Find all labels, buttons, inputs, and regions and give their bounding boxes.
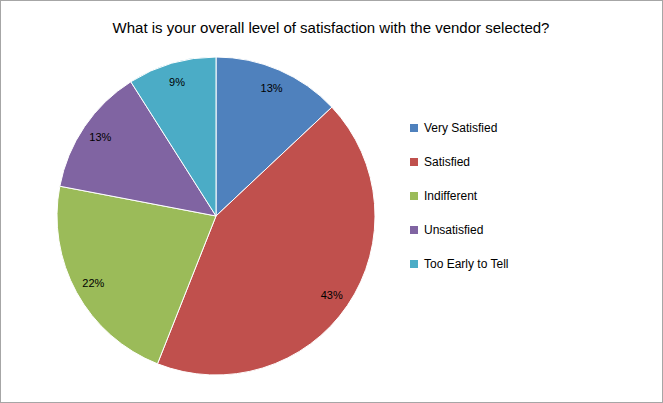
legend-item: Very Satisfied [410,121,497,135]
legend-swatch [410,124,418,132]
legend-label: Satisfied [424,155,470,169]
legend-label: Unsatisfied [424,223,483,237]
pie-slice [57,186,216,364]
legend-swatch [410,158,418,166]
chart: What is your overall level of satisfacti… [0,0,663,403]
legend-item: Indifferent [410,189,478,203]
chart-title: What is your overall level of satisfacti… [113,19,550,36]
data-label: 22% [82,277,104,289]
legend: Very Satisfied Satisfied Indifferent Unsati… [410,121,509,271]
pie: 13% 43% 22% 13% 9% [57,57,375,375]
chart-frame [1,1,663,403]
pie-slice [131,57,216,216]
data-label: 43% [321,289,343,301]
legend-item: Too Early to Tell [410,257,509,271]
legend-item: Unsatisfied [410,223,483,237]
data-label: 13% [261,82,283,94]
legend-label: Indifferent [424,189,478,203]
legend-swatch [410,226,418,234]
legend-label: Too Early to Tell [424,257,509,271]
legend-swatch [410,192,418,200]
data-label: 9% [169,76,185,88]
data-label: 13% [89,131,111,143]
legend-item: Satisfied [410,155,470,169]
legend-label: Very Satisfied [424,121,497,135]
legend-swatch [410,260,418,268]
